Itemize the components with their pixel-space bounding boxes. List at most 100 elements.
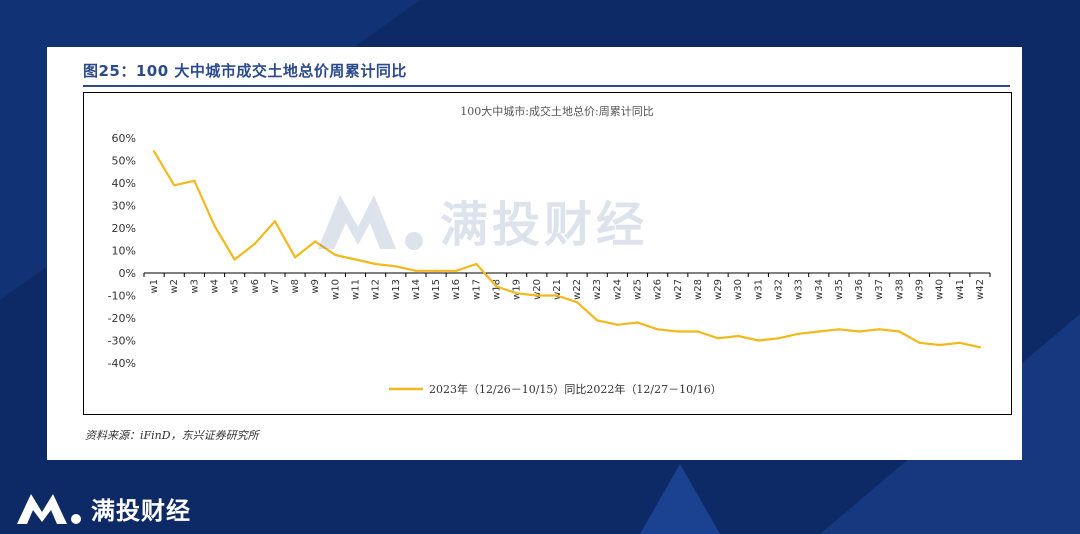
x-tick-label: w35 — [834, 279, 845, 300]
data-point — [314, 240, 317, 243]
brand-name: 满投财经 — [91, 496, 191, 525]
x-tick-label: w37 — [874, 279, 885, 300]
x-tick-label: w14 — [411, 279, 422, 300]
x-tick-label: w20 — [532, 279, 543, 300]
figure-title: 图25：100 大中城市成交土地总价周累计同比 — [83, 62, 407, 80]
x-tick-label: w23 — [592, 279, 603, 300]
data-point — [273, 220, 277, 223]
data-point — [837, 328, 841, 331]
y-tick-label: -20% — [108, 312, 136, 325]
y-tick-label: 60% — [112, 132, 136, 145]
figure-card: 图25：100 大中城市成交土地总价周累计同比 100大中城市:成交土地总价:周… — [47, 47, 1022, 460]
data-point — [213, 224, 216, 227]
data-point — [857, 330, 861, 333]
x-tick-label: w32 — [774, 279, 785, 300]
x-tick-label: w26 — [653, 279, 664, 300]
x-tick-label: w11 — [351, 279, 362, 300]
y-tick-label: -10% — [108, 290, 136, 303]
x-tick-label: w4 — [210, 279, 221, 294]
data-point — [797, 332, 800, 335]
title-divider — [83, 85, 1010, 87]
data-point — [515, 292, 518, 295]
data-point — [152, 150, 156, 153]
data-point — [253, 242, 256, 245]
data-point — [394, 265, 397, 268]
x-tick-label: w29 — [713, 279, 724, 300]
y-tick-label: 30% — [112, 200, 136, 213]
y-tick-label: -40% — [108, 357, 136, 370]
x-tick-label: w9 — [310, 279, 321, 294]
x-tick-label: w3 — [189, 279, 200, 294]
data-point — [737, 334, 740, 338]
data-point — [938, 343, 941, 347]
y-tick-label: 10% — [112, 245, 136, 258]
data-point — [958, 341, 961, 344]
data-point — [898, 330, 901, 333]
data-point — [696, 330, 700, 333]
data-point — [636, 321, 639, 324]
source-note: 资料来源：iFinD，东兴证券研究所 — [85, 429, 259, 442]
x-tick-label: w6 — [250, 279, 261, 294]
x-tick-label: w16 — [451, 279, 462, 300]
data-point — [918, 341, 921, 344]
data-point — [555, 294, 559, 297]
data-point — [374, 262, 377, 266]
data-point — [334, 253, 337, 257]
x-tick-label: w28 — [693, 279, 704, 300]
data-point — [878, 328, 881, 331]
data-point — [233, 258, 236, 261]
x-tick-label: w15 — [431, 279, 442, 300]
m-logo-icon — [17, 494, 81, 524]
x-tick-label: w42 — [975, 279, 986, 300]
x-tick-label: w34 — [814, 279, 825, 300]
data-point — [535, 294, 538, 297]
x-tick-label: w19 — [512, 279, 523, 300]
y-tick-label: 0% — [119, 267, 136, 280]
x-tick-label: w13 — [391, 279, 402, 300]
x-tick-label: w12 — [371, 279, 382, 300]
chart-title: 100大中城市:成交土地总价:周累计同比 — [460, 104, 653, 118]
x-tick-label: w40 — [935, 279, 946, 300]
x-tick-label: w27 — [673, 279, 684, 300]
x-tick-label: w24 — [612, 279, 623, 300]
chart-frame: 100大中城市:成交土地总价:周累计同比 60% 50% 40% 30% 20% 10% 0%… — [83, 92, 1012, 415]
data-point — [414, 269, 418, 272]
data-point — [293, 256, 297, 259]
x-tick-label: w10 — [330, 279, 341, 300]
data-point — [354, 258, 357, 261]
data-point — [716, 337, 720, 340]
data-point — [193, 179, 196, 182]
line-chart: 100大中城市:成交土地总价:周累计同比 60% 50% 40% 30% 20% 10% 0%… — [108, 104, 991, 396]
data-point — [475, 262, 478, 266]
data-point — [173, 184, 176, 187]
x-tick-label: w33 — [794, 279, 805, 300]
legend-label: 2023年（12/26－10/15）同比2022年（12/27－10/16） — [429, 382, 722, 396]
data-point — [777, 337, 780, 340]
background-shape — [640, 464, 720, 534]
x-tick-label: w2 — [169, 279, 180, 294]
x-tick-label: w1 — [149, 279, 160, 294]
data-point — [575, 301, 579, 304]
brand-footer: 满投财经 — [15, 488, 191, 528]
x-tick-label: w21 — [552, 279, 563, 300]
y-tick-label: -30% — [108, 335, 136, 348]
data-point — [817, 330, 820, 333]
x-tick-label: w30 — [733, 279, 744, 300]
data-point — [596, 319, 599, 322]
data-point — [978, 346, 982, 349]
x-tick-label: w18 — [492, 279, 503, 300]
x-tick-label: w25 — [633, 279, 644, 300]
data-point — [616, 323, 619, 326]
x-tick-label: w7 — [270, 279, 281, 294]
data-point — [757, 339, 760, 342]
data-point — [656, 328, 659, 331]
data-point — [495, 285, 498, 288]
y-tick-label: 50% — [112, 155, 136, 168]
x-tick-label: w22 — [572, 279, 583, 300]
data-point — [455, 269, 458, 272]
x-tick-label: w41 — [955, 279, 966, 300]
data-point — [676, 330, 679, 333]
y-tick-label: 40% — [112, 177, 136, 190]
series-line — [153, 150, 981, 349]
x-tick-label: w31 — [753, 279, 764, 300]
